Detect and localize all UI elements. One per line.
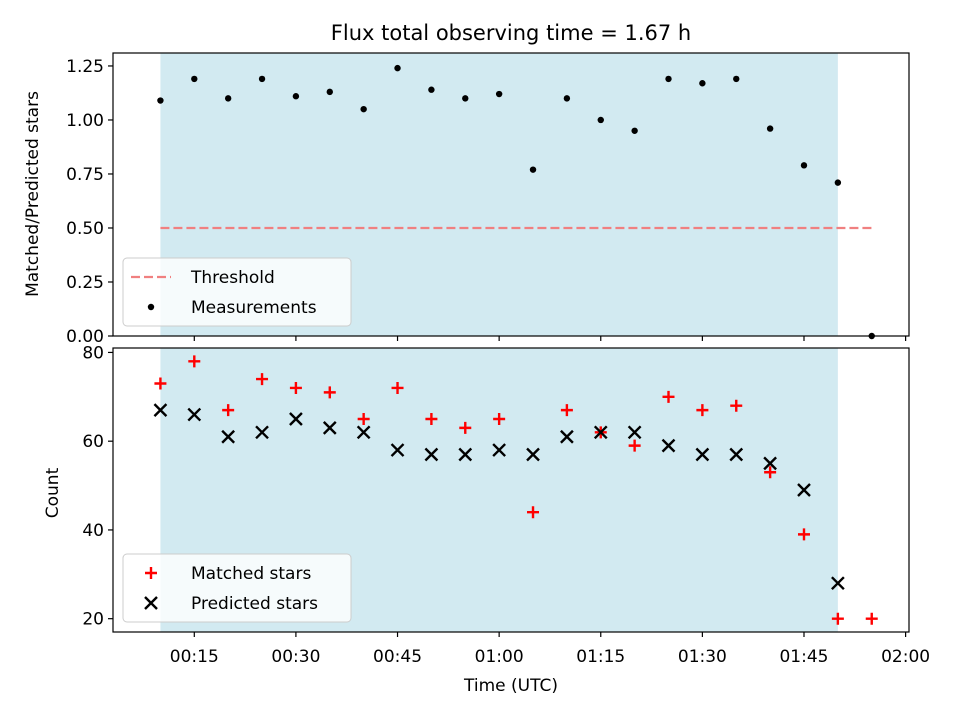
predicted-star-point [729,447,744,462]
matched-star-point [154,377,167,390]
ratio-plot-frame [112,52,910,337]
x-tick-label: 01:15 [576,647,625,667]
measurement-point [326,88,333,96]
predicted-star-point [593,425,608,440]
matched-star-point [222,404,235,417]
matched-star-point [662,390,675,403]
matched-star-point [459,421,472,434]
predicted-star-point [390,443,405,457]
y-tick-label: 1.00 [66,111,104,131]
predicted-star-point [153,403,168,417]
y-tick-label: 0.75 [66,165,104,185]
matched-star-point [188,355,201,368]
measurement-point [394,64,401,72]
y-tick-label: 1.25 [66,57,104,77]
measurement-point [495,90,503,98]
predicted-star-point [458,447,473,462]
x-tick-label: 01:30 [678,647,727,667]
measurement-point [428,86,435,93]
x-tick-label: 00:45 [373,647,422,667]
measurement-point [699,80,706,87]
measurement-point [631,127,638,134]
matched-star-point [289,381,302,394]
measurement-point [462,95,469,102]
y-tick-label: 0.50 [66,219,104,239]
predicted-star-point [560,429,574,444]
ratio-legend: Threshold Measurements [122,257,352,327]
predicted-star-point [526,447,540,462]
matched-star-point [493,413,506,425]
x-tick-label: 00:30 [271,647,320,667]
predicted-star-point [695,447,710,462]
matched-star-point [527,506,540,519]
measurement-point [224,95,232,102]
predicted-star-point [187,407,202,422]
predicted-star-point [627,425,642,440]
predicted-star-point [831,576,845,591]
measurement-point [834,179,842,186]
ratio-y-axis-label: Matched/Predicted stars [23,91,43,297]
x-tick-label: 02:00 [881,647,930,667]
measurement-point [191,75,198,83]
legend-marker-swatch [144,596,158,610]
measurement-point [597,116,604,124]
measurement-point [529,166,537,173]
count-plot-frame [112,347,910,633]
matched-star-point [628,439,641,452]
legend-label: Threshold [190,268,275,288]
y-tick-label: 80 [82,343,104,363]
legend-marker-swatch [145,567,157,579]
predicted-star-point [356,425,371,440]
predicted-star-point [424,447,439,462]
matched-star-point [323,386,336,399]
matched-star-point [764,466,777,479]
legend-label: Measurements [191,298,317,318]
predicted-star-point [797,483,811,497]
matched-star-point [256,373,269,386]
matched-star-point [831,612,844,625]
matched-star-point [696,404,709,417]
predicted-star-point [255,425,269,440]
measurement-point [766,125,774,132]
measurement-point [360,105,367,113]
measurement-point [563,95,571,102]
predicted-star-point [289,412,303,426]
matched-star-point [357,413,370,425]
predicted-star-point [322,421,337,435]
count-legend: Matched stars Predicted stars [122,553,352,623]
y-tick-label: 60 [82,432,104,452]
x-tick-label: 01:00 [475,647,524,667]
measurement-point [800,162,808,169]
x-tick-label: 01:45 [779,647,828,667]
measurement-point [258,75,266,83]
predicted-star-point [492,443,506,457]
y-tick-label: 0.25 [66,273,104,293]
legend-marker-swatch [147,303,155,311]
y-tick-label: 20 [82,610,104,630]
measurement-point [733,75,740,83]
count-panel: 20 40 60 80 00:15 00:30 00:45 01:00 01:15 01:30 01… [43,343,930,696]
predicted-star-point [763,456,777,471]
measurement-point [665,75,672,83]
predicted-star-point [661,438,676,453]
x-axis-label: Time (UTC) [463,676,558,696]
measurement-point [157,97,164,104]
y-tick-label: 0.00 [66,327,104,347]
matched-star-point [425,413,438,425]
legend-label: Matched stars [191,564,311,584]
y-tick-label: 40 [82,521,104,541]
matched-star-point [560,404,573,417]
matched-star-point [730,399,743,412]
x-tick-label: 00:15 [170,647,219,667]
matched-star-point [797,528,810,541]
matched-star-point [865,612,878,625]
legend-label: Predicted stars [191,594,318,614]
predicted-star-point [221,429,236,444]
matched-star-point [391,381,404,394]
ratio-panel: 0.00 0.25 0.50 0.75 1.00 1.25 Matched/Predict… [23,52,910,347]
measurement-point [292,93,300,100]
count-y-axis-label: Count [43,467,63,518]
chart-title: Flux total observing time = 1.67 h [331,21,691,45]
